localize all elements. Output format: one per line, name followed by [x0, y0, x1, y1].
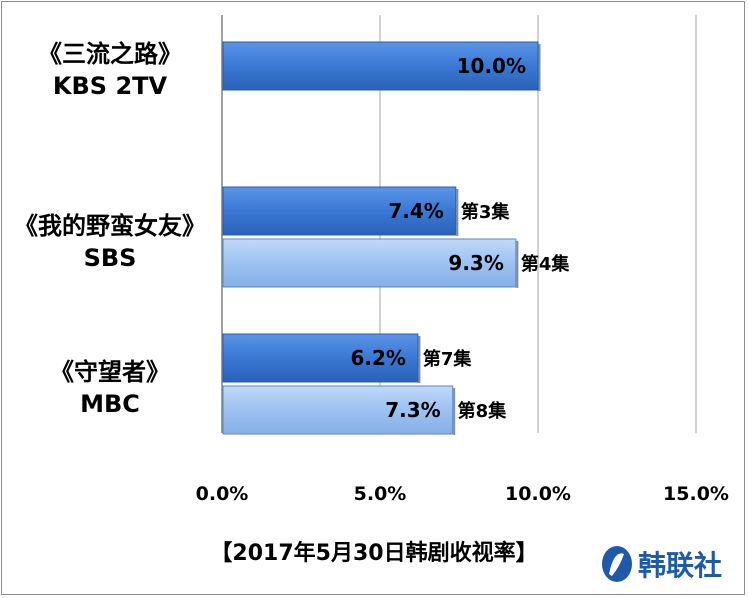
- logo-text: 韩联社: [638, 549, 723, 582]
- category-label-title: 《我的野蛮女友》: [14, 212, 206, 240]
- bar-value-label: 7.4%: [388, 199, 443, 223]
- category-label-network: KBS 2TV: [53, 72, 168, 100]
- bar: [222, 41, 539, 91]
- episode-label: 第4集: [521, 253, 571, 275]
- category-label-network: SBS: [84, 244, 137, 272]
- category-label-title: 《三流之路》: [38, 40, 182, 68]
- bar: [222, 238, 517, 288]
- episode-label: 第8集: [458, 400, 508, 422]
- category-label-title: 《守望者》: [50, 358, 170, 386]
- episode-label: 第3集: [461, 201, 511, 223]
- x-tick-label: 0.0%: [196, 483, 249, 505]
- x-tick-label: 5.0%: [354, 483, 407, 505]
- bar: [222, 186, 457, 236]
- x-tick-label: 15.0%: [663, 483, 729, 505]
- bar: [222, 385, 454, 435]
- chart-caption: 【2017年5月30日韩剧收视率】: [210, 541, 538, 566]
- bar: [222, 333, 419, 383]
- bar-value-label: 7.3%: [385, 398, 440, 422]
- bar-value-label: 9.3%: [448, 251, 503, 275]
- bar-value-label: 6.2%: [350, 346, 405, 370]
- yonhap-logo: 韩联社: [600, 540, 740, 588]
- x-tick-label: 10.0%: [505, 483, 571, 505]
- yonhap-logo-icon: [602, 546, 632, 582]
- bar-value-label: 10.0%: [457, 54, 526, 78]
- category-label-network: MBC: [80, 390, 140, 418]
- episode-label: 第7集: [423, 348, 473, 370]
